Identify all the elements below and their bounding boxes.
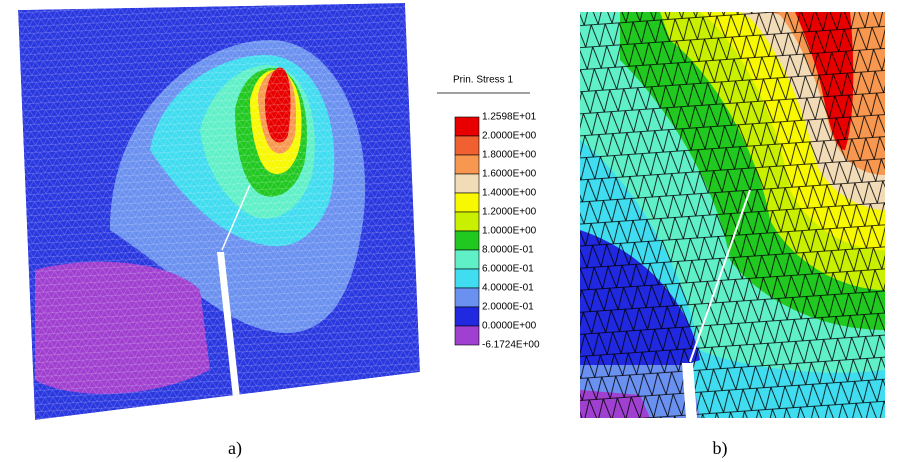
legend-label: 0.0000E+00 bbox=[482, 321, 537, 332]
legend-label: 8.0000E-01 bbox=[482, 245, 534, 256]
legend-label: 2.0000E+00 bbox=[482, 131, 537, 142]
crack bbox=[682, 363, 697, 418]
legend-swatch bbox=[454, 211, 480, 232]
legend-swatch bbox=[454, 116, 480, 137]
legend-label: 1.4000E+00 bbox=[482, 188, 537, 199]
legend-title: Prin. Stress 1 bbox=[453, 75, 513, 86]
caption: a) bbox=[228, 438, 242, 459]
mesh bbox=[580, 12, 885, 418]
legend-swatch bbox=[454, 192, 480, 213]
legend-label: 1.2000E+00 bbox=[482, 207, 537, 218]
legend-label: 1.2598E+01 bbox=[482, 112, 537, 123]
legend-swatch bbox=[454, 154, 480, 175]
legend: Prin. Stress 1 1.2598E+01 2.0000E+00 1.800… bbox=[437, 75, 540, 351]
legend-swatch bbox=[454, 249, 480, 270]
legend-swatch bbox=[454, 230, 480, 251]
legend-label: 1.8000E+00 bbox=[482, 150, 537, 161]
legend-swatch bbox=[454, 306, 480, 327]
crack-path bbox=[221, 184, 251, 251]
legend-swatch bbox=[454, 135, 480, 156]
panel-b bbox=[580, 12, 885, 418]
legend-label: 4.0000E-01 bbox=[482, 283, 534, 294]
legend-swatch bbox=[454, 268, 480, 289]
crack-path bbox=[689, 189, 751, 363]
panel-a bbox=[18, 3, 420, 420]
legend-label: 1.0000E+00 bbox=[482, 226, 537, 237]
legend-label: -6.1724E+00 bbox=[482, 340, 540, 351]
caption: b) bbox=[713, 438, 728, 459]
legend-swatch bbox=[454, 173, 480, 194]
crack bbox=[217, 252, 240, 398]
mesh bbox=[18, 3, 420, 420]
legend-label: 6.0000E-01 bbox=[482, 264, 534, 275]
legend-swatch bbox=[454, 287, 480, 308]
legend-label: 2.0000E-01 bbox=[482, 302, 534, 313]
legend-label: 1.6000E+00 bbox=[482, 169, 537, 180]
legend-swatch bbox=[454, 325, 480, 346]
